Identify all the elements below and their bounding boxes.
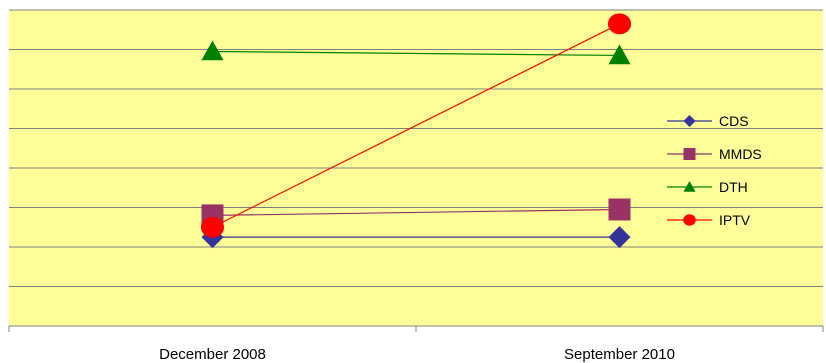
legend-label: DTH — [719, 179, 748, 195]
legend-label: IPTV — [719, 212, 751, 228]
legend-item-mmds: MMDS — [667, 146, 762, 162]
data-point — [608, 198, 631, 221]
data-point — [607, 13, 632, 35]
legend-marker — [683, 181, 696, 192]
data-point — [608, 226, 631, 249]
legend-marker — [683, 115, 696, 127]
series-line — [212, 50, 620, 57]
series-dth — [201, 40, 631, 65]
legend-item-dth: DTH — [667, 179, 748, 195]
series-iptv — [200, 13, 632, 238]
x-tick-label: December 2008 — [159, 346, 266, 363]
data-point — [201, 40, 224, 61]
legend: CDS MMDS DTH IPTV — [667, 113, 762, 228]
legend-label: CDS — [719, 113, 749, 129]
gridlines — [9, 9, 823, 327]
data-point — [200, 216, 225, 238]
series-line — [212, 208, 620, 216]
series-layer — [200, 13, 632, 249]
legend-label: MMDS — [719, 146, 762, 162]
x-axis: December 2008 September 2010 — [8, 326, 824, 363]
x-tick-label: September 2010 — [564, 346, 675, 363]
legend-item-cds: CDS — [667, 113, 749, 129]
legend-item-iptv: IPTV — [667, 212, 751, 228]
data-point — [608, 44, 631, 65]
legend-marker — [683, 214, 696, 226]
legend-marker — [683, 148, 696, 160]
series-line — [212, 23, 620, 228]
